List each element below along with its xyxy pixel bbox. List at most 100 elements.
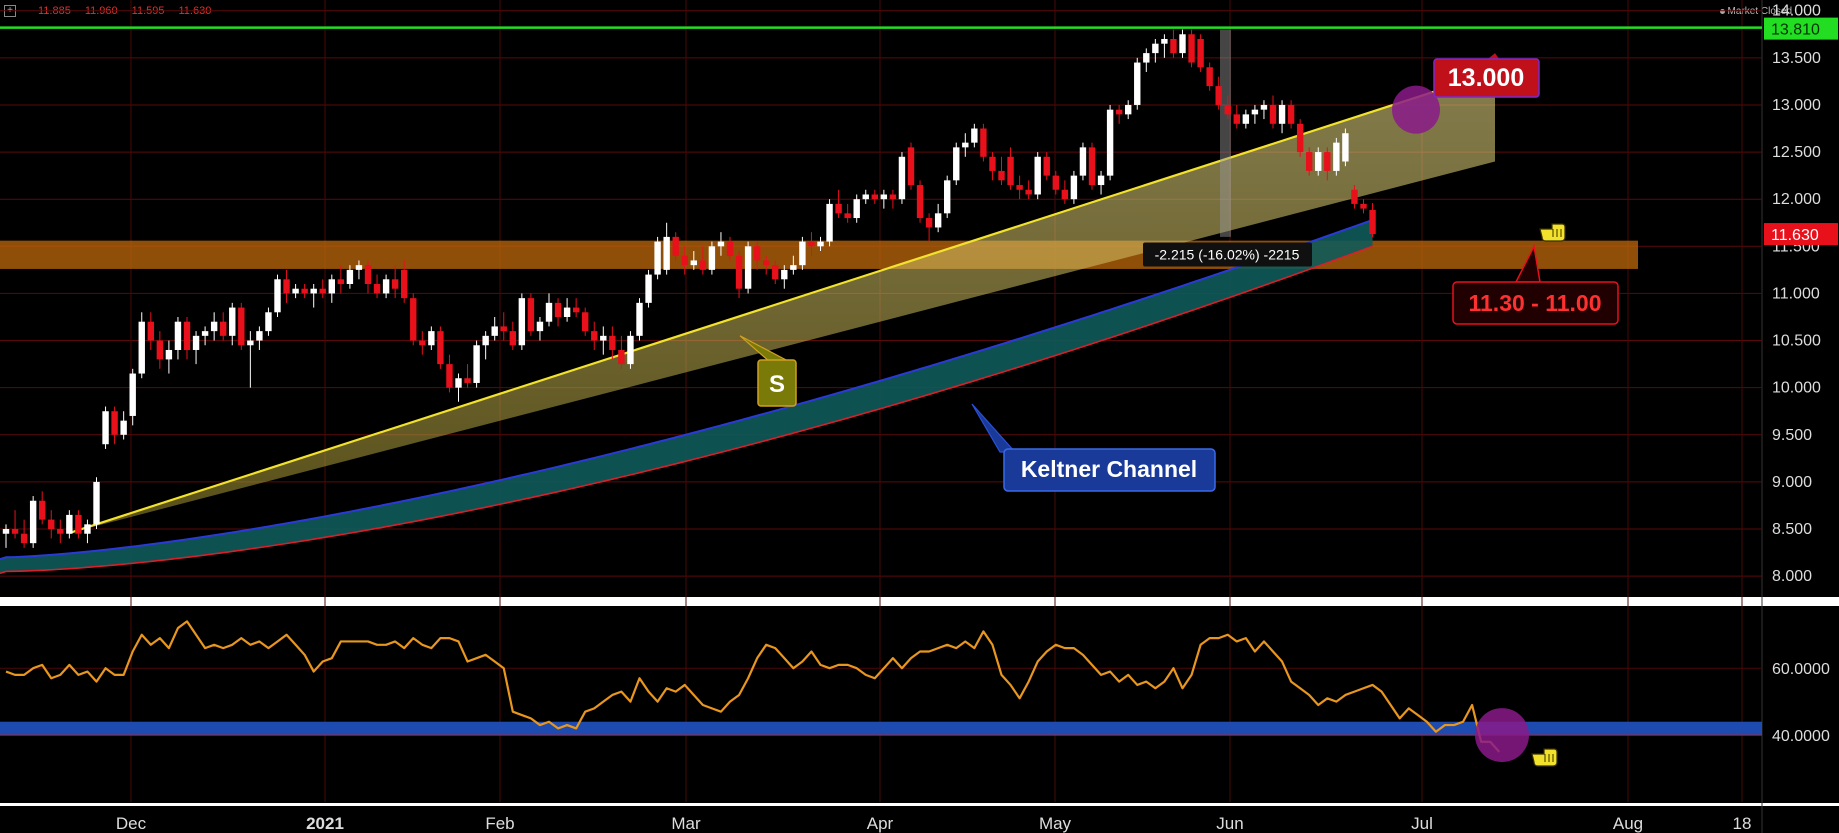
candle-body [862, 194, 869, 200]
candlestick [563, 298, 571, 322]
candlestick [1007, 147, 1014, 190]
candle-body [536, 321, 544, 332]
candlestick [102, 406, 109, 449]
candlestick [1360, 199, 1367, 214]
candle-body [373, 284, 381, 294]
candle-body [744, 246, 752, 289]
candlestick [391, 265, 399, 299]
candlestick [1315, 147, 1322, 176]
candlestick [1016, 175, 1023, 200]
candlestick [446, 354, 453, 393]
candlestick [1269, 95, 1277, 129]
candle-body [627, 335, 634, 365]
candle-body [1016, 185, 1023, 190]
target-callout-label: 13.000 [1448, 64, 1524, 92]
candle-body [898, 156, 906, 200]
candlestick [1278, 100, 1286, 134]
candle-body [1061, 189, 1069, 200]
candle-body [871, 194, 878, 200]
market-status-text: Market Closed [1727, 6, 1792, 17]
pointing-hand-icon [1531, 748, 1558, 767]
candle-body [962, 142, 969, 148]
candle-body [138, 321, 145, 374]
highlight-circle-rsi [1475, 708, 1529, 763]
candle-body [916, 185, 924, 219]
price-tick-label: 11.000 [1772, 285, 1820, 302]
candle-body [690, 260, 697, 266]
candle-body [1088, 147, 1096, 186]
price-tick-label: 14.000 [1772, 3, 1821, 20]
candlestick [536, 316, 544, 341]
candle-body [1306, 152, 1313, 171]
candlestick [183, 316, 191, 360]
candlestick [500, 312, 507, 341]
candlestick [962, 133, 969, 157]
candle-body [1242, 114, 1250, 124]
candlestick [192, 331, 200, 365]
candle-body [66, 514, 73, 534]
candle-body [545, 302, 553, 322]
candlestick [554, 298, 562, 327]
candlestick [509, 321, 516, 350]
candlestick [808, 232, 815, 256]
candlestick [1061, 180, 1069, 204]
candlestick [1287, 100, 1295, 129]
candle-body [455, 378, 462, 388]
rsi-line [5, 620, 1501, 753]
candle-body [835, 203, 842, 214]
candlestick [401, 260, 408, 303]
candlestick [455, 373, 462, 402]
candlestick [20, 519, 28, 548]
candlestick [84, 519, 91, 544]
candlestick [364, 260, 372, 294]
target-callout-box [1433, 58, 1540, 98]
price-tick-label: 13.000 [1772, 97, 1821, 114]
candlestick [889, 189, 897, 209]
pointing-hand-icon [1539, 223, 1566, 242]
candle-body [998, 170, 1005, 181]
candlestick [735, 251, 743, 299]
candlestick [907, 142, 915, 190]
candle-body [1179, 34, 1186, 54]
candle-body [29, 500, 37, 544]
candlestick [980, 123, 987, 162]
price-tick-label: 10.500 [1772, 333, 1821, 350]
candle-body [229, 307, 236, 336]
candlestick [1125, 100, 1132, 120]
range-annotation-box [1143, 242, 1312, 267]
candle-body [1351, 189, 1358, 204]
candlestick [57, 519, 64, 544]
candlestick [790, 255, 797, 275]
candlestick [120, 411, 127, 440]
candlestick [1079, 142, 1087, 181]
candle-body [129, 373, 136, 416]
candle-body [20, 533, 28, 544]
candle-body [735, 255, 743, 289]
candle-body [1097, 175, 1105, 186]
candlestick [862, 189, 869, 204]
candlestick [473, 340, 480, 388]
candlestick [853, 194, 860, 223]
candlestick [934, 203, 942, 233]
candle-body [1324, 152, 1331, 171]
candlestick [1134, 57, 1141, 110]
candle-body [183, 321, 191, 350]
candlestick [654, 236, 661, 280]
candlestick [1206, 62, 1213, 91]
candle-body [1079, 147, 1087, 176]
candlestick [410, 293, 417, 346]
price-tick-label: 12.000 [1772, 191, 1821, 208]
candlestick [346, 265, 354, 289]
last-price-tag-text: 11.630 [1771, 227, 1819, 244]
candlestick [699, 246, 707, 275]
candle-body [934, 213, 942, 228]
candle-body [2, 529, 10, 534]
candle-body [1251, 109, 1259, 115]
candle-body [1106, 109, 1114, 176]
candlestick [844, 203, 851, 223]
candle-body [283, 279, 290, 294]
candle-body [1007, 156, 1014, 186]
candlestick [48, 510, 55, 539]
candlestick [1369, 202, 1376, 238]
